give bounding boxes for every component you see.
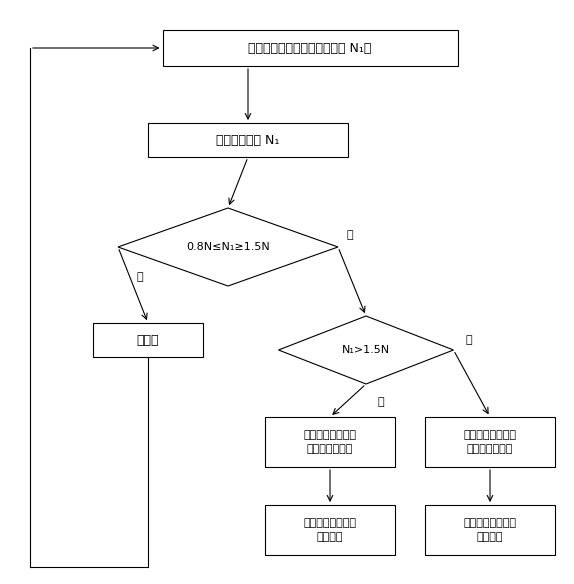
Text: N₁>1.5N: N₁>1.5N: [342, 345, 390, 355]
Text: 是: 是: [137, 272, 144, 282]
Text: 输入扭矩信号 N₁: 输入扭矩信号 N₁: [216, 134, 280, 147]
Text: 减小上驱动电机的
输出扭矩: 减小上驱动电机的 输出扭矩: [463, 518, 517, 542]
FancyBboxPatch shape: [425, 417, 555, 467]
FancyBboxPatch shape: [425, 505, 555, 555]
Text: 扭矩检测部件（检测扭矩信号 N₁）: 扭矩检测部件（检测扭矩信号 N₁）: [249, 41, 372, 54]
Text: 是: 是: [378, 397, 385, 407]
FancyBboxPatch shape: [162, 30, 457, 66]
Text: 否: 否: [465, 335, 472, 345]
Polygon shape: [278, 316, 453, 384]
Polygon shape: [118, 208, 338, 286]
FancyBboxPatch shape: [265, 417, 395, 467]
FancyBboxPatch shape: [148, 123, 348, 157]
Text: 上润滑装置（增加
润滑液喷洒量）: 上润滑装置（增加 润滑液喷洒量）: [304, 430, 356, 454]
Text: 增大上驱动电机的
输出扭矩: 增大上驱动电机的 输出扭矩: [304, 518, 356, 542]
FancyBboxPatch shape: [265, 505, 395, 555]
FancyBboxPatch shape: [93, 323, 203, 357]
Text: 否: 否: [347, 230, 354, 240]
Text: 无动作: 无动作: [137, 333, 159, 346]
Text: 0.8N≤N₁≥1.5N: 0.8N≤N₁≥1.5N: [186, 242, 270, 252]
Text: 上润滑装置（减小
润滑液喷洒量）: 上润滑装置（减小 润滑液喷洒量）: [463, 430, 517, 454]
